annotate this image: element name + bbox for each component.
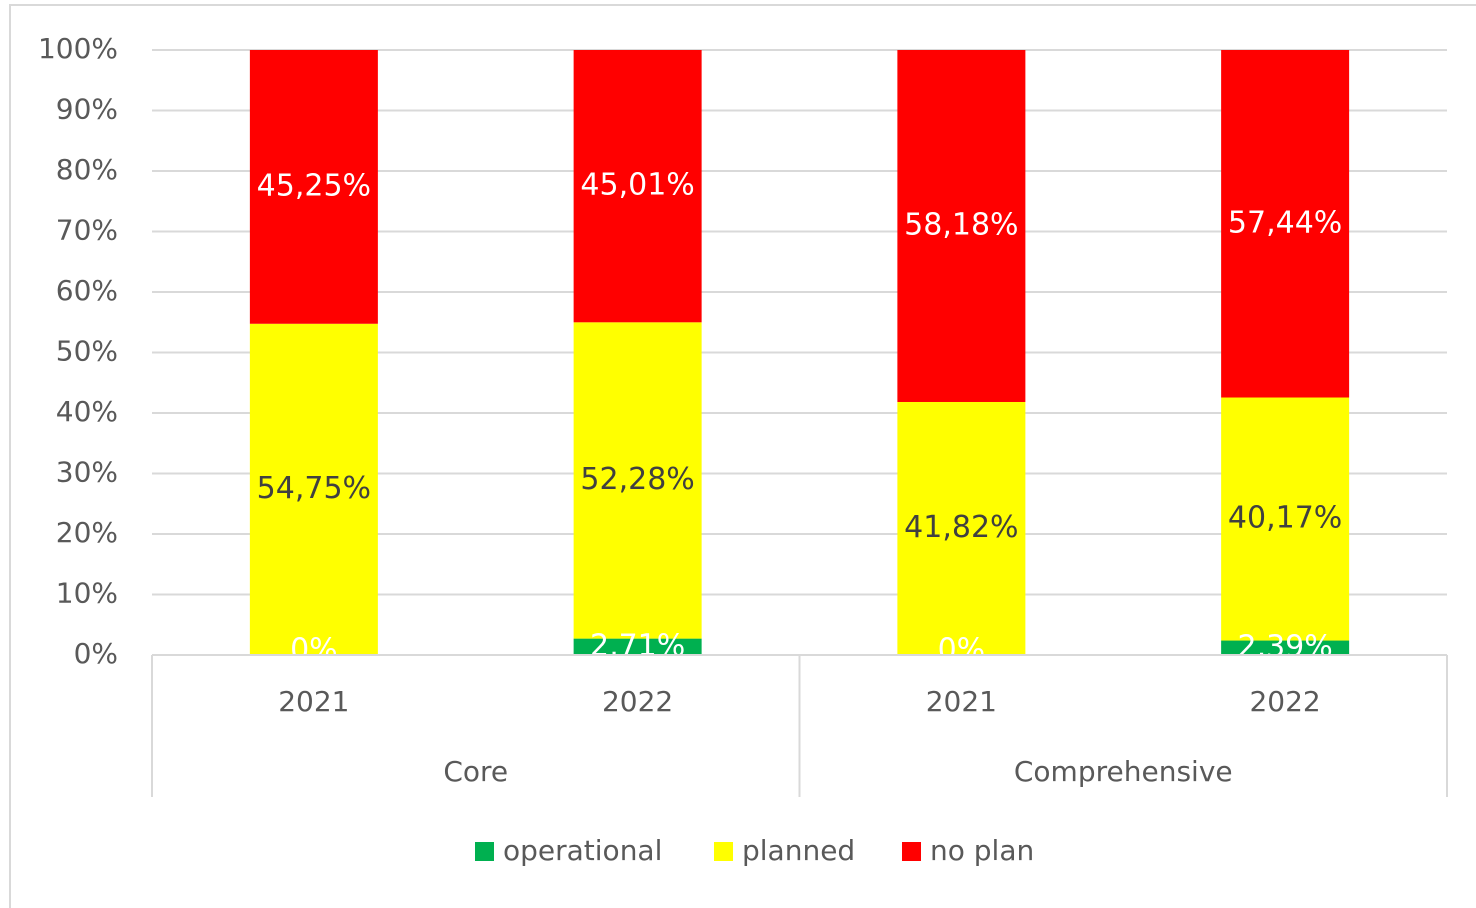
y-tick-label: 60% (56, 274, 118, 307)
legend-swatch (902, 842, 921, 861)
data-label: 41,82% (904, 510, 1018, 545)
bar-segment (897, 401, 1026, 655)
y-tick-label: 70% (56, 214, 118, 247)
data-label: 54,75% (257, 471, 371, 506)
bar-segment (573, 322, 702, 639)
y-tick-label: 20% (56, 516, 118, 549)
x-tick-label: 2022 (1249, 685, 1320, 718)
bar-segment (573, 638, 702, 655)
y-tick-label: 90% (56, 93, 118, 126)
y-tick-label: 30% (56, 456, 118, 489)
bar-segment (897, 50, 1026, 402)
y-tick-label: 10% (56, 577, 118, 610)
data-label: 40,17% (1228, 501, 1342, 536)
data-label: 45,01% (580, 168, 694, 203)
group-label: Core (443, 755, 508, 788)
data-label: 57,44% (1228, 205, 1342, 240)
bar-segment (1221, 397, 1350, 641)
data-label: 2,71% (590, 628, 685, 663)
x-tick-label: 2021 (926, 685, 997, 718)
data-label: 0% (938, 633, 986, 668)
chart-frame (9, 4, 1476, 908)
y-tick-label: 50% (56, 335, 118, 368)
data-label: 2,39% (1237, 629, 1332, 664)
bar-segment (249, 323, 378, 655)
legend-label: operational (503, 834, 662, 867)
y-tick-label: 80% (56, 153, 118, 186)
bar-segment (1221, 640, 1350, 655)
bar-segment (1221, 50, 1350, 398)
y-tick-label: 40% (56, 395, 118, 428)
group-label: Comprehensive (1014, 755, 1233, 788)
data-label: 45,25% (257, 168, 371, 203)
data-label: 58,18% (904, 207, 1018, 242)
x-tick-label: 2021 (278, 685, 349, 718)
y-tick-label: 100% (38, 32, 118, 65)
legend-label: no plan (930, 834, 1034, 867)
bar-segment (249, 50, 378, 324)
legend-swatch (475, 842, 494, 861)
x-tick-label: 2022 (602, 685, 673, 718)
legend-label: planned (742, 834, 855, 867)
legend-swatch (714, 842, 733, 861)
data-label: 52,28% (580, 462, 694, 497)
data-label: 0% (290, 633, 338, 668)
y-tick-label: 0% (74, 637, 118, 670)
bar-segment (573, 50, 702, 323)
